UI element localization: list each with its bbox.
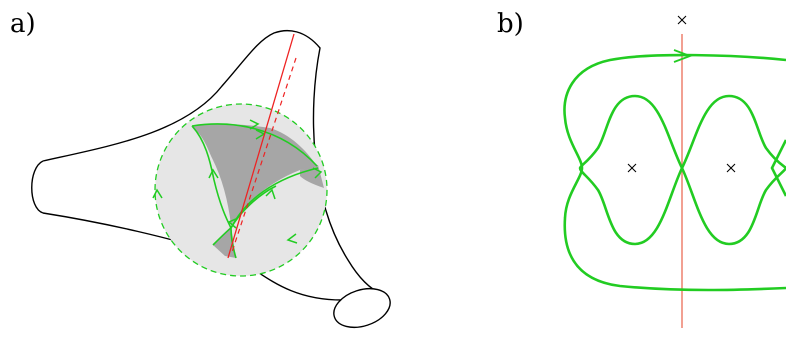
arrow-left-dashed <box>152 188 163 199</box>
green-curve-top <box>191 123 318 167</box>
outer-green-loop <box>563 53 786 292</box>
arrow-bottom-solid <box>227 217 239 229</box>
panel-b: b) <box>497 9 786 328</box>
arrow-top-dashed <box>249 119 260 130</box>
arrow-right-solid <box>265 188 276 200</box>
panel-a-label: a) <box>10 9 36 39</box>
markers <box>627 15 736 173</box>
green-arrows <box>152 119 323 244</box>
marker-left <box>627 163 637 173</box>
left-hole <box>31 160 44 214</box>
arrow-bottom-dashed <box>286 233 298 244</box>
green-curve-left <box>191 125 232 229</box>
outer-loop-arrow <box>673 49 693 63</box>
marker-top <box>677 15 687 25</box>
red-dashed-line <box>231 57 297 253</box>
dashed-green-circle <box>154 103 328 277</box>
right-crossing <box>770 139 786 197</box>
red-solid-line <box>227 33 295 259</box>
dark-region-top <box>166 123 317 225</box>
panel-b-label: b) <box>497 9 524 39</box>
bottom-right-hole <box>333 287 391 329</box>
inner-left-lobe <box>578 94 684 246</box>
arrow-left-solid <box>208 168 219 179</box>
green-curves <box>191 123 319 259</box>
green-curve-lower <box>230 227 237 259</box>
arrow-right-dashed <box>312 167 323 179</box>
inner-right-lobe <box>680 94 786 246</box>
panel-a: a) <box>10 9 391 329</box>
marker-right <box>726 163 736 173</box>
surface <box>31 30 391 329</box>
